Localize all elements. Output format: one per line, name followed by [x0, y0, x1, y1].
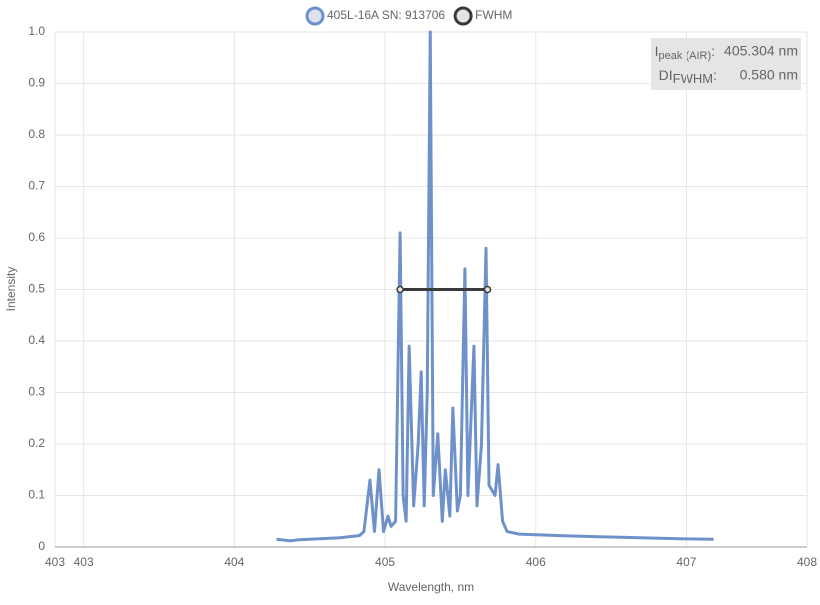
colon: :	[711, 43, 715, 59]
x-tick-label: 407	[676, 555, 696, 569]
legend-item: FWHM	[453, 6, 512, 26]
symbol: I	[655, 43, 659, 59]
x-tick-label: 406	[526, 555, 546, 569]
y-tick-label: 0.3	[28, 385, 45, 399]
legend-item: 405L-16A SN: 913706	[305, 6, 445, 26]
y-tick-label: 0.2	[28, 436, 45, 450]
x-axis-title: Wavelength, nm	[388, 580, 474, 594]
point	[483, 285, 492, 294]
y-tick-label: 0.8	[28, 127, 45, 141]
symbol: DI	[659, 67, 673, 83]
y-tick-label: 0.6	[28, 230, 45, 244]
annotation-label: Ipeak (AIR):	[655, 43, 715, 62]
point	[396, 285, 404, 294]
colon: :	[713, 67, 717, 83]
y-tick-label: 0.1	[28, 488, 45, 502]
annotation-box	[651, 38, 801, 90]
y-tick-label: 0.7	[28, 179, 45, 193]
legend-label: FWHM	[475, 8, 512, 22]
subscript: peak (AIR)	[659, 50, 712, 62]
subscript: FWHM	[673, 71, 713, 86]
series-line	[276, 30, 714, 543]
y-tick-label: 1.0	[28, 24, 45, 38]
y-tick-label: 0.5	[28, 282, 45, 296]
legend-marker	[453, 6, 473, 26]
y-axis-title: Intensity	[4, 267, 18, 312]
x-tick-label: 408	[797, 555, 817, 569]
x-tick-label: 404	[224, 555, 244, 569]
x-tick-label: 403	[74, 555, 94, 569]
legend-label: 405L-16A SN: 913706	[327, 8, 445, 22]
y-tick-label: 0.4	[28, 333, 45, 347]
annotation-value: 0.580 nm	[740, 67, 798, 83]
y-tick-label: 0	[38, 539, 45, 553]
legend-marker	[305, 6, 325, 26]
x-tick-label: 405	[375, 555, 395, 569]
y-tick-label: 0.9	[28, 76, 45, 90]
annotation-value: 405.304 nm	[724, 43, 798, 59]
x-tick-label: 403	[45, 555, 65, 569]
annotation-label: DIFWHM:	[659, 67, 717, 87]
